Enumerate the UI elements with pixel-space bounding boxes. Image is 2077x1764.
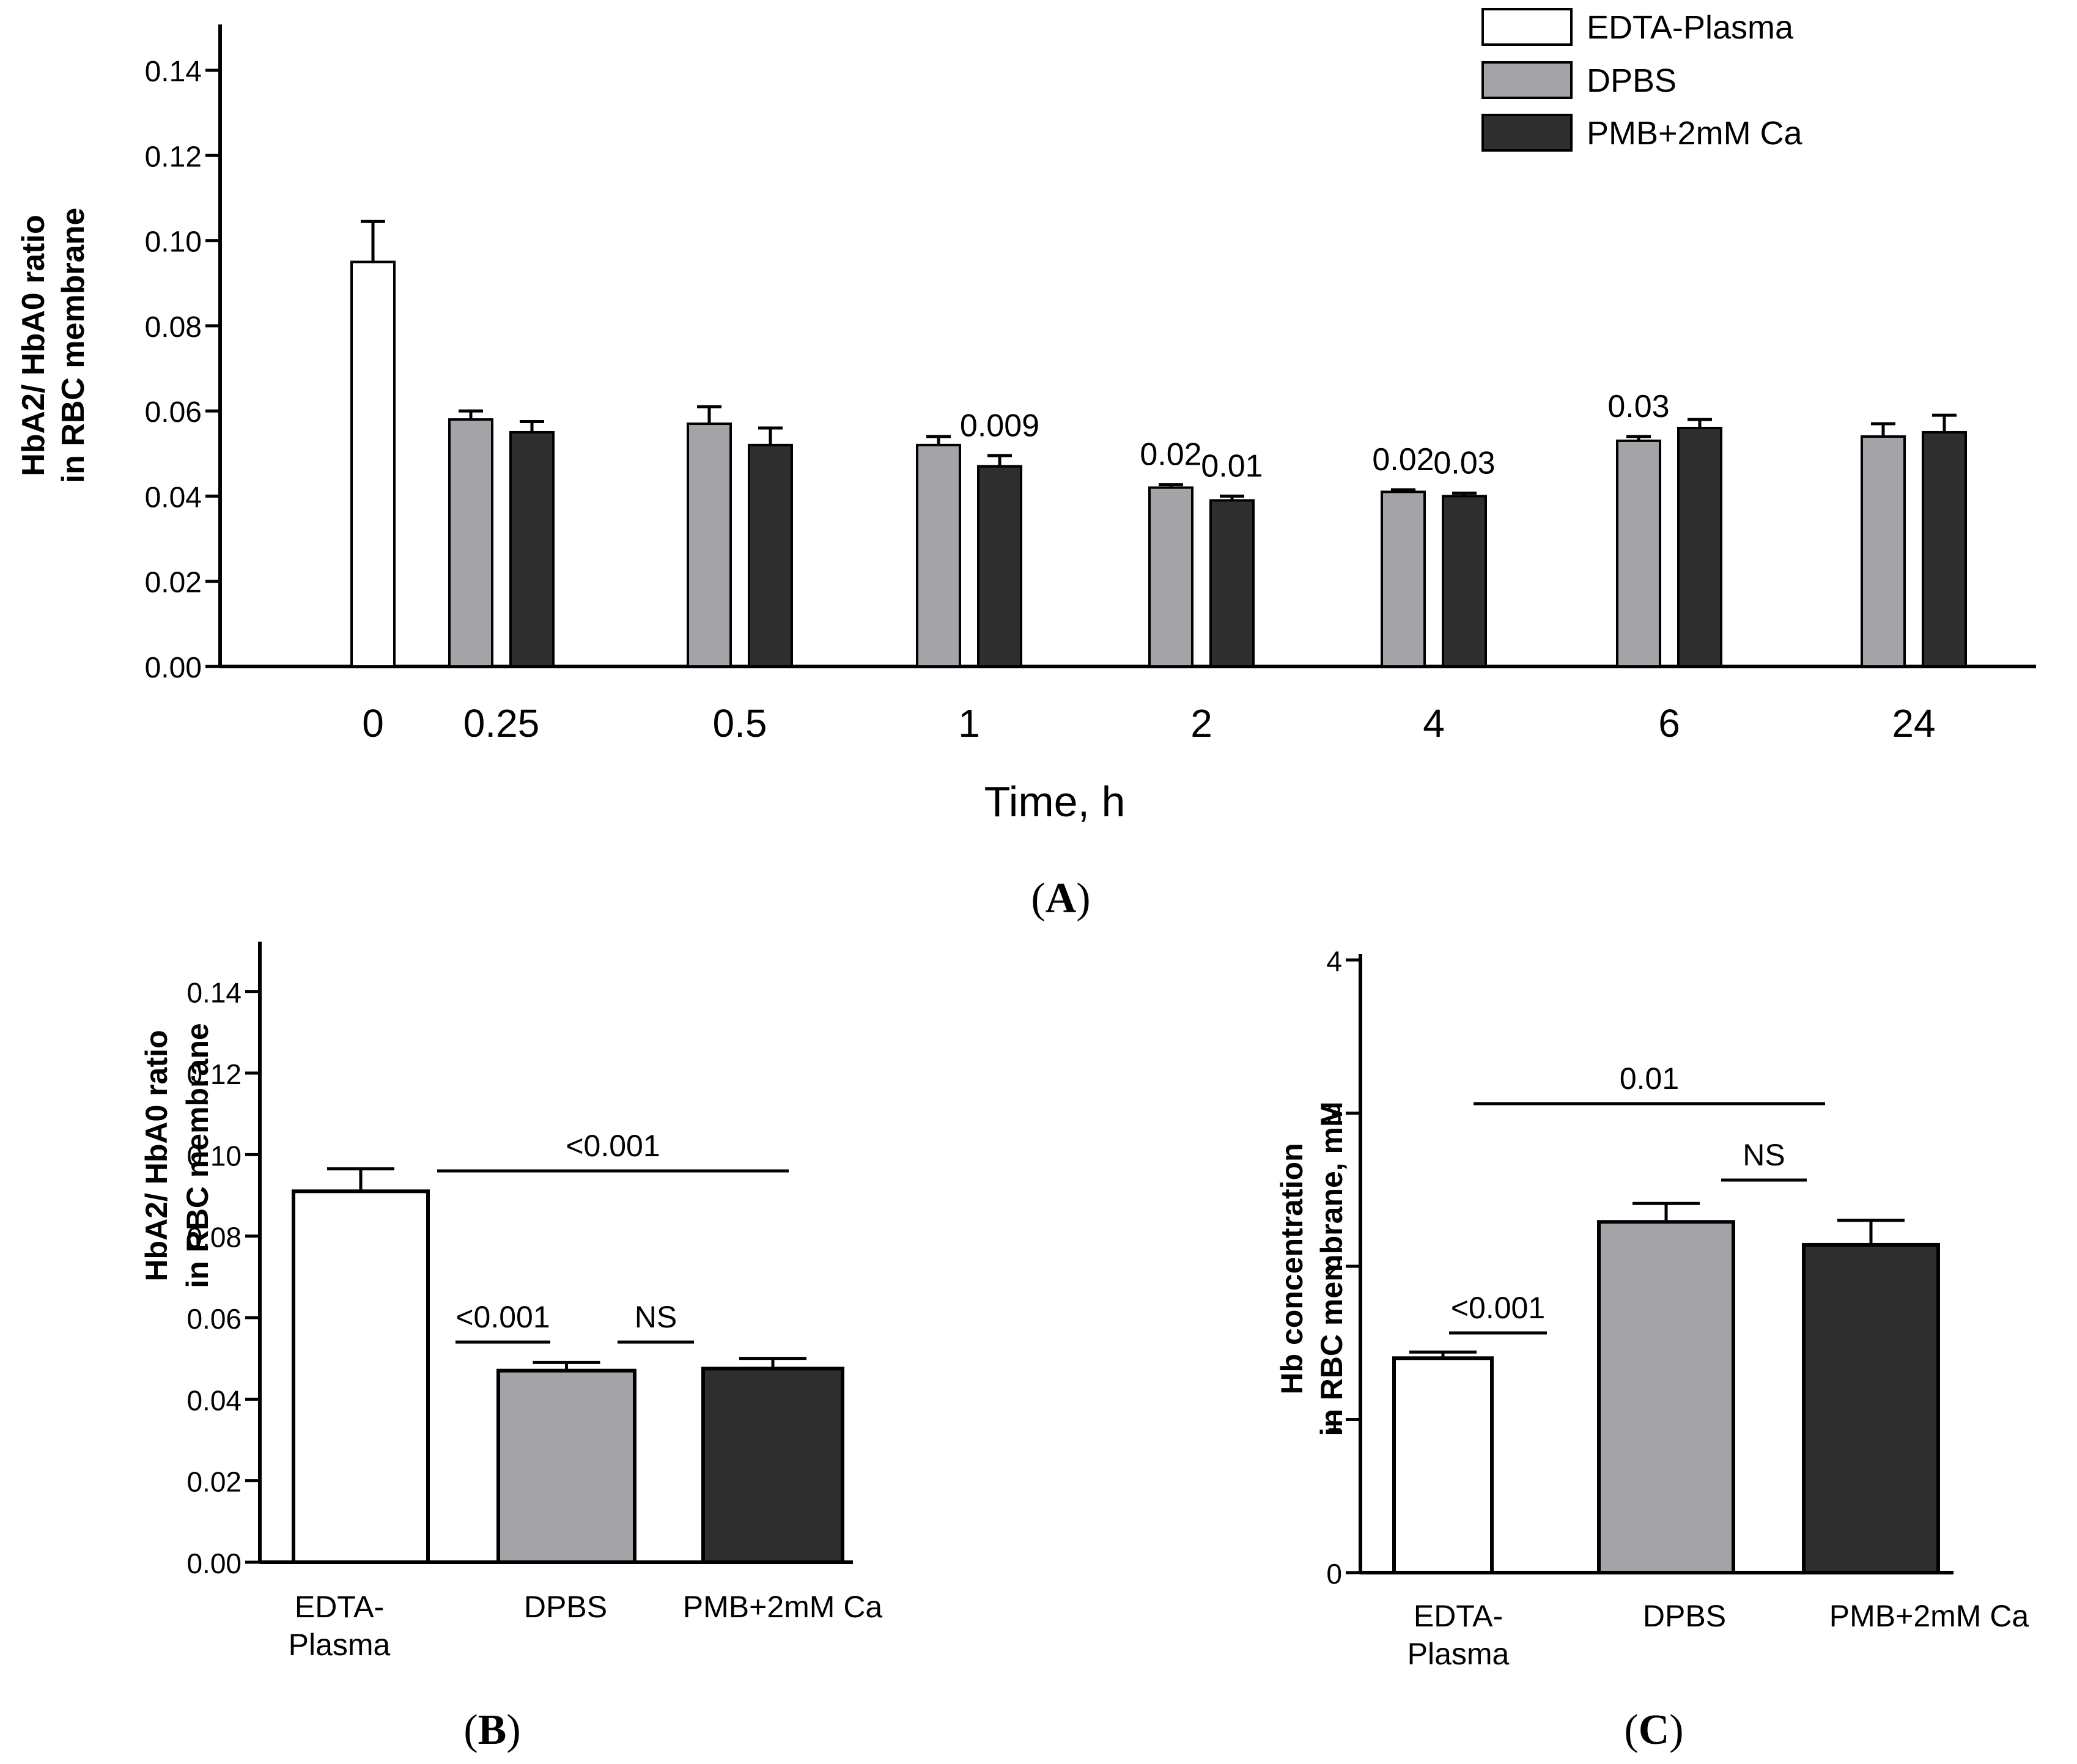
chart-c-y-tick-label: 1 [1326, 1405, 1342, 1437]
chart-b-bar [496, 1368, 636, 1565]
chart-c-x-tick-label: DPBS [1643, 1599, 1726, 1633]
chart-a-x-tick-label: 6 [1658, 701, 1680, 745]
legend-swatch [1481, 114, 1573, 152]
chart-a-y-tick-label: 0.08 [145, 311, 202, 344]
chart-a-y-tick-label: 0.10 [145, 226, 202, 259]
legend-label: PMB+2mM Ca [1587, 115, 1803, 152]
chart-b-x-tick-label: PMB+2mM Ca [683, 1590, 883, 1624]
chart-a-bar [1209, 499, 1255, 668]
chart-c-significance-label: 0.01 [1620, 1061, 1679, 1096]
panel-label-a: (A) [1031, 875, 1090, 922]
chart-a-p-value-label: 0.009 [960, 408, 1039, 443]
chart-c-bar [1597, 1220, 1735, 1574]
chart-b-y-axis-label: HbA2/ HbA0 ratio [139, 1030, 174, 1281]
chart-b-y-tick-label: 0.06 [186, 1303, 242, 1335]
chart-b-y-axis-label: in RBC membrane [180, 1023, 215, 1288]
chart-a-y-axis-label: HbA2/ HbA0 ratio [16, 215, 51, 476]
chart-a-p-value-label: 0.03 [1433, 446, 1495, 481]
chart-c-y-axis-label: in RBC membrane, mM [1315, 1101, 1349, 1436]
chart-a-y-tick-label: 0.12 [145, 141, 202, 173]
chart-c-x-tick-label: PMB+2mM Ca [1829, 1599, 2029, 1633]
chart-a-p-value-label: 0.02 [1140, 437, 1201, 473]
chart-b-bar [701, 1367, 844, 1564]
chart-b-significance-label: <0.001 [566, 1129, 660, 1163]
chart-a-time-course: 0.00 0.02 0.04 0.06 0.08 0.10 0.12 0.14 HbA2/ Hb… [16, 24, 2036, 825]
svg-text:(B): (B) [463, 1707, 520, 1754]
chart-a-y-tick-label: 0.02 [145, 567, 202, 599]
chart-a-bar [350, 260, 396, 668]
chart-b-y-tick-label: 0.04 [186, 1384, 242, 1416]
chart-c-significance-label: <0.001 [1451, 1291, 1545, 1325]
chart-c-y-tick-label: 3 [1326, 1099, 1342, 1131]
chart-b-y-tick-label: 0.10 [186, 1140, 242, 1172]
chart-a-bar [509, 430, 555, 668]
chart-a-y-tick-label: 0.00 [145, 652, 202, 684]
chart-c-y-axis-label: Hb concentration [1275, 1143, 1309, 1394]
chart-c-x-tick-label: Plasma [1407, 1637, 1510, 1671]
chart-a-bar [748, 443, 793, 668]
chart-c-hb-concentration: 0 1 2 3 4 Hb concentration in RBC membrane, mM… [1275, 945, 2029, 1671]
chart-a-p-value-label: 0.01 [1201, 448, 1263, 484]
chart-b-y-tick-label: 0.14 [186, 977, 242, 1009]
chart-c-significance-label: NS [1743, 1138, 1785, 1172]
chart-c-x-tick-label: EDTA- [1414, 1599, 1503, 1633]
svg-text:(C): (C) [1624, 1707, 1683, 1754]
chart-b-y-tick-label: 0.02 [186, 1466, 242, 1498]
chart-b-y-tick-label: 0.08 [186, 1222, 242, 1253]
chart-a-bar [1148, 486, 1193, 668]
chart-a-bar [687, 423, 732, 668]
chart-b-bar [292, 1189, 430, 1565]
chart-a-x-tick-label: 4 [1423, 701, 1445, 745]
chart-a-y-tick-label: 0.04 [145, 481, 202, 514]
chart-a-p-value-label: 0.03 [1607, 389, 1669, 424]
chart-c-y-tick-label: 2 [1326, 1252, 1342, 1283]
legend: EDTA-Plasma DPBS PMB+2mM Ca [1481, 8, 1803, 152]
chart-a-bar [1922, 430, 1967, 668]
legend-swatch [1481, 8, 1573, 46]
chart-a-x-tick-label: 0.25 [463, 701, 540, 745]
chart-b-significance-label: <0.001 [456, 1300, 550, 1334]
chart-a-y-tick-label: 0.14 [145, 56, 202, 88]
chart-a-x-tick-label: 1 [958, 701, 980, 745]
chart-b-x-tick-label: Plasma [289, 1628, 391, 1662]
chart-c-y-tick-label: 4 [1326, 945, 1342, 977]
chart-a-x-tick-label: 24 [1892, 701, 1935, 745]
chart-a-x-axis-label: Time, h [984, 778, 1126, 825]
chart-a-bar [1677, 427, 1722, 668]
chart-b-y-tick-label: 0.00 [186, 1548, 242, 1579]
svg-text:(A): (A) [1031, 875, 1090, 922]
panel-label-c: (C) [1624, 1707, 1683, 1754]
chart-a-bar [977, 465, 1022, 668]
chart-b-x-tick-label: DPBS [524, 1590, 607, 1624]
legend-swatch [1481, 61, 1573, 99]
chart-a-y-tick-label: 0.06 [145, 396, 202, 429]
chart-a-bar [1861, 435, 1906, 668]
chart-a-bar [1616, 439, 1661, 668]
chart-a-x-tick-label: 0 [362, 701, 384, 745]
chart-a-x-tick-label: 2 [1190, 701, 1212, 745]
chart-a-p-value-label: 0.02 [1372, 442, 1434, 478]
chart-a-x-tick-label: 0.5 [713, 701, 767, 745]
chart-b-hba2-ratio: 0.00 0.02 0.04 0.06 0.08 0.10 0.12 0.14 HbA2/ Hb… [139, 942, 882, 1662]
legend-label: DPBS [1587, 62, 1677, 99]
chart-a-bar [1442, 495, 1487, 668]
chart-a-y-axis-label: in RBC membrane [56, 208, 91, 484]
chart-b-significance-label: NS [635, 1300, 677, 1334]
chart-a-bar [916, 443, 961, 668]
chart-b-y-tick-label: 0.12 [186, 1058, 242, 1090]
panel-label-b: (B) [463, 1707, 520, 1754]
chart-c-y-tick-label: 0 [1326, 1558, 1342, 1590]
legend-label: EDTA-Plasma [1587, 9, 1794, 46]
chart-a-bar [448, 418, 493, 668]
chart-c-bar [1392, 1356, 1494, 1575]
chart-c-bar [1802, 1242, 1940, 1575]
chart-b-x-tick-label: EDTA- [295, 1590, 384, 1624]
chart-a-bar [1381, 490, 1426, 668]
